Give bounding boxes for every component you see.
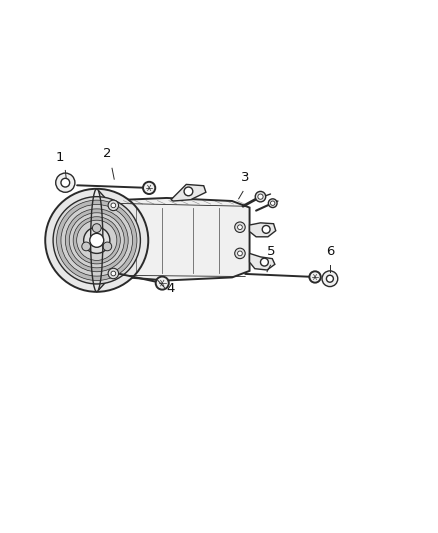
Circle shape [326,275,333,282]
Circle shape [45,189,148,292]
Circle shape [309,271,321,282]
Circle shape [143,182,155,194]
Circle shape [235,222,245,232]
Text: 2: 2 [103,147,112,159]
Text: 5: 5 [267,245,276,258]
Circle shape [77,220,117,261]
Circle shape [155,277,169,289]
Circle shape [108,200,119,211]
Circle shape [82,242,91,251]
Circle shape [258,194,263,199]
Circle shape [268,199,277,207]
Polygon shape [171,184,206,201]
Circle shape [237,251,242,256]
Text: 1: 1 [55,151,64,164]
Circle shape [57,200,137,280]
Circle shape [261,258,268,266]
Circle shape [92,224,101,232]
Circle shape [111,271,116,276]
Polygon shape [250,223,276,237]
Circle shape [56,173,75,192]
Circle shape [322,271,338,287]
Circle shape [61,179,70,187]
Circle shape [108,268,119,279]
Circle shape [237,225,242,230]
Circle shape [65,209,128,272]
Circle shape [103,242,112,251]
Text: 4: 4 [167,282,175,295]
Text: 6: 6 [326,245,335,258]
Circle shape [69,213,124,268]
Circle shape [53,197,141,284]
Circle shape [262,225,270,233]
Circle shape [184,187,193,196]
Circle shape [271,201,275,205]
Circle shape [84,227,110,253]
Circle shape [90,233,104,247]
Circle shape [73,217,120,264]
Circle shape [235,248,245,259]
Circle shape [255,191,266,202]
Circle shape [111,203,116,208]
Text: 3: 3 [241,171,250,183]
Polygon shape [106,198,250,280]
Polygon shape [250,253,275,270]
Circle shape [61,205,133,276]
